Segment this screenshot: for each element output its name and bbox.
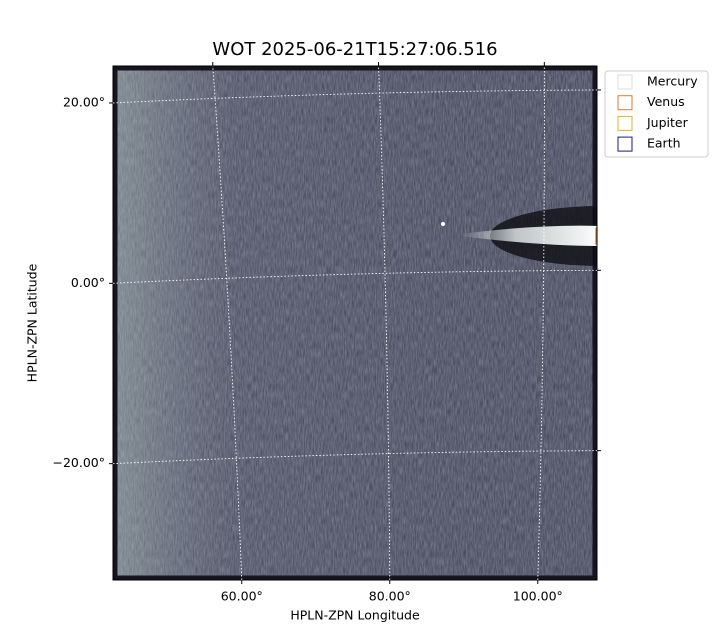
- legend-swatch: [617, 74, 633, 90]
- x-axis-label: HPLN-ZPN Longitude: [290, 608, 420, 623]
- grid-line: [378, 65, 391, 581]
- grid-line: [112, 89, 598, 104]
- legend-swatch: [617, 95, 633, 111]
- legend-label: Earth: [647, 136, 681, 151]
- y-tick-label: 0.00°: [71, 275, 105, 290]
- chart-title: WOT 2025-06-21T15:27:06.516: [212, 39, 497, 60]
- legend-label: Jupiter: [646, 115, 689, 130]
- grid-line: [112, 269, 598, 284]
- legend: [604, 70, 709, 158]
- y-tick-label: −20.00°: [52, 455, 105, 470]
- legend-label: Mercury: [647, 74, 698, 89]
- image: [113, 66, 597, 580]
- grid-line: [537, 65, 545, 581]
- axes-frame: [112, 65, 598, 581]
- legend-swatch: [617, 115, 633, 131]
- x-tick-label: 60.00°: [221, 589, 263, 604]
- y-axis-label: HPLN-ZPN Latitude: [25, 263, 40, 382]
- y-tick-label: 20.00°: [63, 94, 105, 109]
- x-tick-label: 80.00°: [369, 589, 411, 604]
- grid-line: [212, 65, 243, 581]
- legend-frame: [604, 70, 709, 158]
- legend-swatch: [617, 136, 633, 152]
- grid-line: [112, 450, 598, 465]
- x-tick-label: 100.00°: [513, 589, 563, 604]
- legend-label: Venus: [647, 94, 685, 109]
